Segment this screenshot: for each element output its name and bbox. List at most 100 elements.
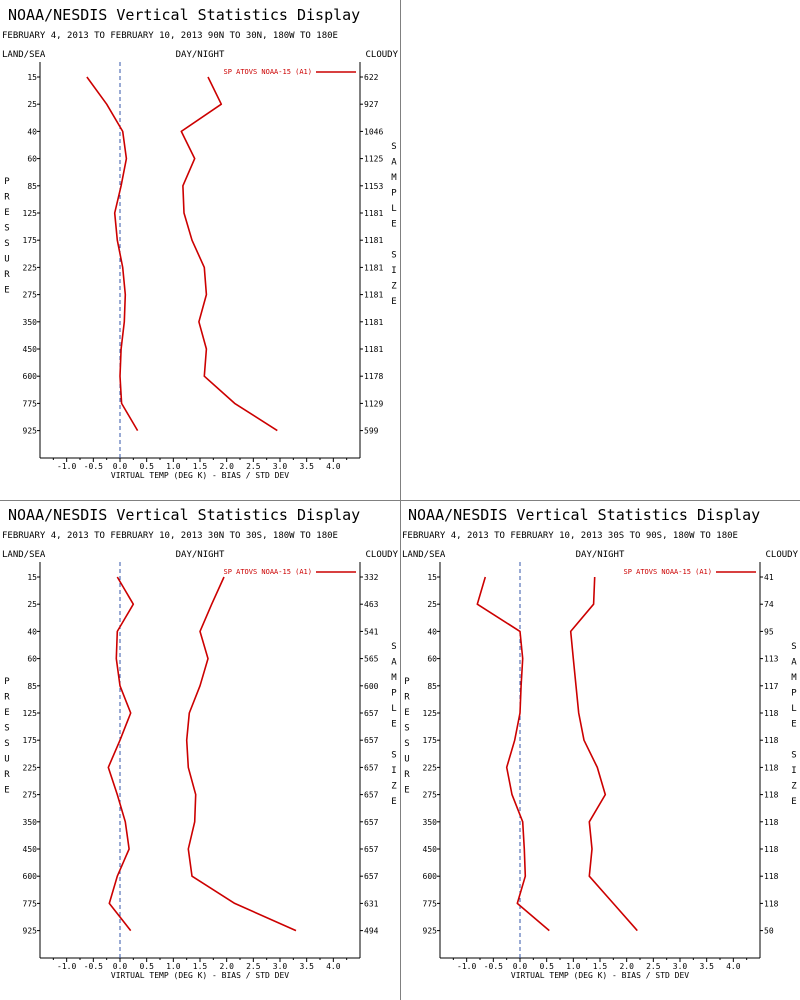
- x-tick-label: 2.5: [246, 962, 261, 971]
- y-tick-label-pressure: 15: [27, 573, 37, 582]
- y2-tick-label-sample-size: 541: [364, 627, 379, 636]
- corner-label-land-sea: LAND/SEA: [402, 550, 446, 560]
- chart-panel-90n-30n: NOAA/NESDIS Vertical Statistics Display F…: [0, 0, 400, 500]
- series-line-std-dev: [185, 576, 297, 932]
- y2-tick-label-sample-size: 599: [364, 427, 379, 436]
- y-tick-label-pressure: 125: [23, 709, 38, 718]
- corner-label-cloudy: CLOUDY: [365, 550, 398, 560]
- y-tick-label-pressure: 85: [27, 182, 37, 191]
- x-tick-label: 4.0: [326, 462, 341, 471]
- y2-tick-label-sample-size: 118: [764, 736, 779, 745]
- corner-label-land-sea: LAND/SEA: [2, 550, 46, 560]
- y-axis-label-letter: R: [404, 770, 410, 780]
- y2-tick-label-sample-size: 1181: [364, 263, 383, 272]
- x-tick-label: -0.5: [84, 462, 103, 471]
- y-tick-label-pressure: 40: [427, 627, 437, 636]
- y2-axis-label-letter: A: [391, 158, 397, 168]
- y-axis-label-letter: P: [4, 677, 10, 687]
- x-axis-label: VIRTUAL TEMP (DEG K) - BIAS / STD DEV: [111, 471, 289, 480]
- y2-tick-label-sample-size: 622: [364, 73, 379, 82]
- y-axis-label-letter: S: [4, 739, 9, 749]
- y-tick-label-pressure: 775: [23, 399, 38, 408]
- series-line-std-dev: [180, 76, 278, 432]
- y2-tick-label-sample-size: 657: [364, 791, 379, 800]
- y2-axis-label-letter: M: [391, 673, 397, 683]
- y-tick-label-pressure: 60: [27, 655, 37, 664]
- y-axis-label-letter: E: [4, 708, 9, 718]
- y2-tick-label-sample-size: 1129: [364, 399, 383, 408]
- series-line-bias: [86, 76, 139, 432]
- y-tick-label-pressure: 600: [23, 372, 38, 381]
- y-axis-label-letter: E: [4, 786, 9, 796]
- x-axis-label: VIRTUAL TEMP (DEG K) - BIAS / STD DEV: [511, 971, 689, 980]
- y2-tick-label-sample-size: 657: [364, 763, 379, 772]
- y2-axis-label-letter: Z: [391, 782, 397, 792]
- y2-axis-label-letter: P: [791, 689, 797, 699]
- y-axis-label-letter: P: [4, 177, 10, 187]
- x-tick-label: 2.5: [646, 962, 661, 971]
- corner-label-day-night: DAY/NIGHT: [176, 550, 225, 560]
- y-tick-label-pressure: 225: [23, 263, 38, 272]
- y2-axis-label-letter: L: [391, 204, 396, 214]
- y-tick-label-pressure: 350: [23, 318, 38, 327]
- series-line-std-dev: [569, 576, 638, 932]
- y2-tick-label-sample-size: 1153: [364, 182, 383, 191]
- chart-panel-30s-90s: NOAA/NESDIS Vertical Statistics Display F…: [400, 500, 800, 1000]
- y2-axis-label-letter: S: [391, 642, 396, 652]
- y2-axis-label-letter: E: [791, 720, 796, 730]
- chart-panel-30n-30s: NOAA/NESDIS Vertical Statistics Display F…: [0, 500, 400, 1000]
- x-tick-label: 1.5: [193, 962, 208, 971]
- y-tick-label-pressure: 15: [27, 73, 37, 82]
- y2-axis-label-letter: E: [391, 720, 396, 730]
- y-tick-label-pressure: 275: [23, 291, 38, 300]
- y2-tick-label-sample-size: 118: [764, 845, 779, 854]
- x-tick-label: 2.0: [619, 962, 634, 971]
- y2-tick-label-sample-size: 657: [364, 736, 379, 745]
- x-tick-label: 3.0: [273, 962, 288, 971]
- y-axis-label-letter: E: [404, 708, 409, 718]
- y-tick-label-pressure: 925: [23, 927, 38, 936]
- x-tick-label: 1.0: [566, 962, 581, 971]
- x-tick-label: 0.5: [139, 462, 154, 471]
- chart-title: NOAA/NESDIS Vertical Statistics Display: [8, 6, 360, 24]
- x-tick-label: 0.0: [513, 962, 528, 971]
- x-tick-label: -1.0: [57, 962, 76, 971]
- y-tick-label-pressure: 125: [423, 709, 438, 718]
- x-tick-label: 3.5: [299, 462, 314, 471]
- x-tick-label: 0.5: [139, 962, 154, 971]
- x-tick-label: 3.0: [273, 462, 288, 471]
- x-tick-label: 3.5: [699, 962, 714, 971]
- y2-tick-label-sample-size: 1181: [364, 209, 383, 218]
- y2-tick-label-sample-size: 1125: [364, 155, 383, 164]
- y2-tick-label-sample-size: 657: [364, 818, 379, 827]
- y2-axis-label-letter: E: [391, 220, 396, 230]
- y2-tick-label-sample-size: 74: [764, 600, 774, 609]
- panel-divider-horizontal: [0, 500, 800, 501]
- x-tick-label: -1.0: [457, 962, 476, 971]
- x-tick-label: -0.5: [484, 962, 503, 971]
- y-axis-label-letter: E: [404, 786, 409, 796]
- corner-label-cloudy: CLOUDY: [765, 550, 798, 560]
- corner-label-day-night: DAY/NIGHT: [576, 550, 625, 560]
- chart-svg: NOAA/NESDIS Vertical Statistics Display F…: [402, 506, 799, 980]
- y2-axis-label-letter: A: [791, 658, 797, 668]
- y2-tick-label-sample-size: 565: [364, 655, 379, 664]
- corner-label-cloudy: CLOUDY: [365, 50, 398, 60]
- y2-tick-label-sample-size: 657: [364, 709, 379, 718]
- y-axis-label-letter: U: [4, 755, 9, 765]
- x-tick-label: 4.0: [726, 962, 741, 971]
- y-tick-label-pressure: 125: [23, 209, 38, 218]
- x-tick-label: 2.0: [219, 462, 234, 471]
- y-tick-label-pressure: 450: [23, 845, 38, 854]
- y-tick-label-pressure: 600: [423, 872, 438, 881]
- y-tick-label-pressure: 25: [27, 600, 37, 609]
- y-axis-label-letter: R: [404, 693, 410, 703]
- chart-subtitle: FEBRUARY 4, 2013 TO FEBRUARY 10, 2013 30…: [2, 531, 338, 541]
- y2-tick-label-sample-size: 41: [764, 573, 774, 582]
- y2-tick-label-sample-size: 1181: [364, 291, 383, 300]
- y-tick-label-pressure: 775: [23, 899, 38, 908]
- y2-axis-label-letter: E: [791, 797, 796, 807]
- y2-axis-label-letter: L: [391, 704, 396, 714]
- y2-axis-label-letter: I: [791, 766, 796, 776]
- y2-axis-label-letter: I: [391, 766, 396, 776]
